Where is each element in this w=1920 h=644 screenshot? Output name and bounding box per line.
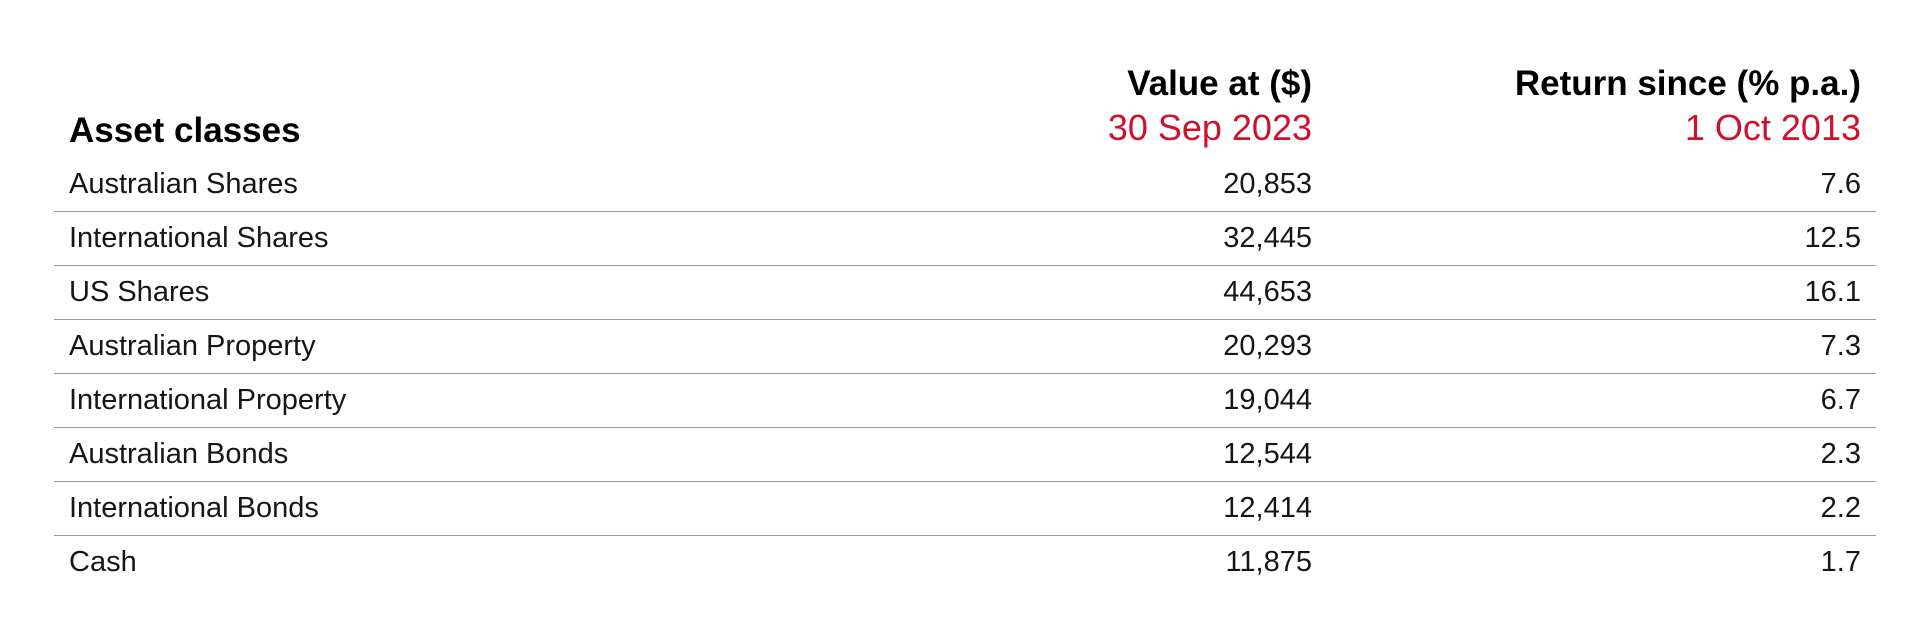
table-row: Australian Property 20,293 7.3 [54, 320, 1876, 374]
asset-class-name: Australian Property [69, 330, 316, 362]
asset-value: 32,445 [1223, 222, 1312, 254]
value-header-title: Value at ($) [1127, 64, 1312, 103]
table-row: Cash 11,875 1.7 [54, 536, 1876, 590]
asset-value: 11,875 [1225, 546, 1312, 578]
asset-value: 12,544 [1223, 438, 1312, 470]
asset-class-name: Australian Bonds [69, 438, 289, 470]
asset-return: 1.7 [1820, 546, 1861, 578]
asset-value: 19,044 [1223, 384, 1312, 416]
asset-class-name: Cash [69, 546, 137, 578]
asset-return: 2.3 [1820, 438, 1861, 470]
asset-class-name: International Property [69, 384, 347, 416]
asset-return: 7.3 [1820, 330, 1861, 362]
value-column-header: Value at ($) 30 Sep 2023 [1108, 62, 1312, 150]
asset-value: 44,653 [1223, 276, 1312, 308]
asset-value: 20,293 [1223, 330, 1312, 362]
asset-classes-header: Asset classes [69, 111, 301, 150]
return-header-date: 1 Oct 2013 [1684, 107, 1861, 148]
table-header: Asset classes Value at ($) 30 Sep 2023 R… [54, 62, 1876, 158]
asset-value: 12,414 [1223, 492, 1312, 524]
asset-class-name: US Shares [69, 276, 210, 308]
table-row: International Shares 32,445 12.5 [54, 212, 1876, 266]
asset-value: 20,853 [1223, 168, 1312, 200]
asset-class-name: Australian Shares [69, 168, 298, 200]
table-row: International Property 19,044 6.7 [54, 374, 1876, 428]
asset-class-name: International Shares [69, 222, 329, 254]
asset-return: 2.2 [1820, 492, 1861, 524]
table-body: Australian Shares 20,853 7.6 Internation… [54, 158, 1876, 590]
table-row: International Bonds 12,414 2.2 [54, 482, 1876, 536]
table-row: Australian Bonds 12,544 2.3 [54, 428, 1876, 482]
return-column-header: Return since (% p.a.) 1 Oct 2013 [1515, 62, 1861, 150]
table-row: Australian Shares 20,853 7.6 [54, 158, 1876, 212]
asset-return: 12.5 [1804, 222, 1861, 254]
value-header-date: 30 Sep 2023 [1107, 107, 1312, 148]
asset-return: 6.7 [1820, 384, 1861, 416]
table-row: US Shares 44,653 16.1 [54, 266, 1876, 320]
asset-return: 7.6 [1820, 168, 1861, 200]
return-header-title: Return since (% p.a.) [1514, 64, 1861, 103]
asset-returns-table: Asset classes Value at ($) 30 Sep 2023 R… [54, 62, 1876, 590]
asset-return: 16.1 [1804, 276, 1861, 308]
asset-class-name: International Bonds [69, 492, 319, 524]
